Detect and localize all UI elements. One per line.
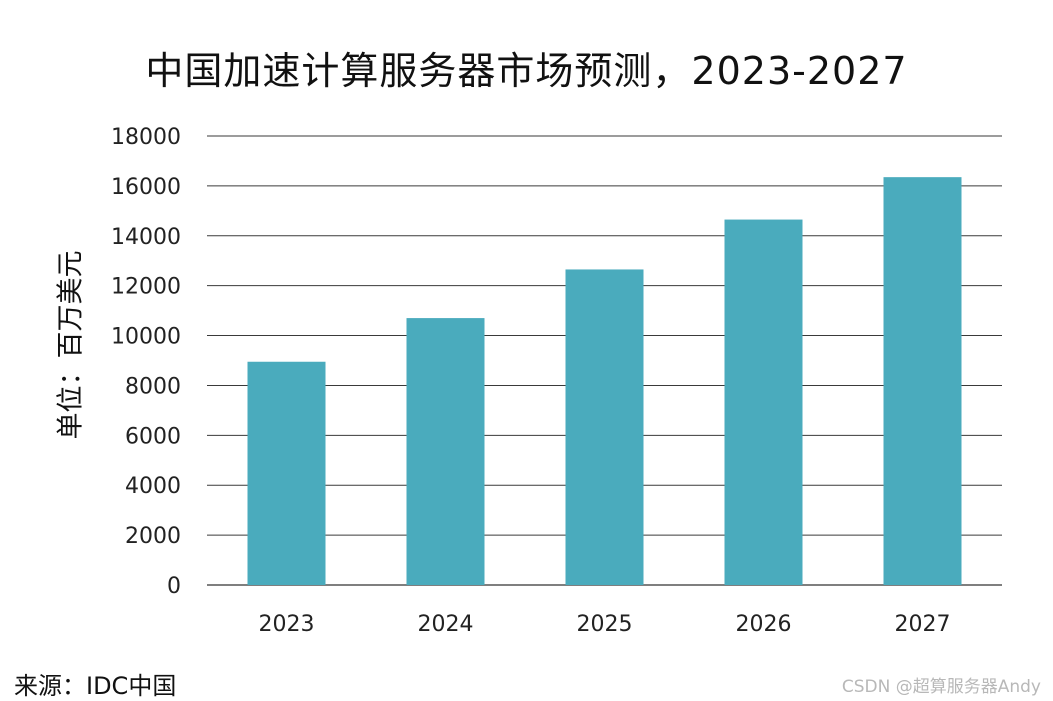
bar-2024 [406,318,485,585]
bars [247,177,962,586]
x-tick-label: 2026 [736,612,792,637]
source-note: 来源：IDC中国 [14,672,177,700]
bar-2023 [247,361,326,585]
y-tick-label: 4000 [125,474,181,499]
bar-2026 [724,219,803,585]
x-tick-label: 2023 [259,612,315,637]
y-tick-label: 8000 [125,374,181,399]
x-tick-labels: 2023 2024 2025 2026 2027 [259,612,951,637]
y-tick-label: 12000 [111,275,181,300]
chart-title: 中国加速计算服务器市场预测，2023-2027 [145,49,908,93]
x-tick-label: 2024 [418,612,474,637]
y-tick-label: 6000 [125,424,181,449]
y-tick-label: 10000 [111,325,181,350]
y-tick-label: 2000 [125,524,181,549]
bar-2025 [565,269,644,585]
y-tick-label: 0 [167,574,181,599]
bar-2027 [883,177,962,586]
x-tick-label: 2025 [577,612,633,637]
watermark: CSDN @超算服务器Andy [841,677,1041,697]
y-tick-label: 14000 [111,225,181,250]
y-tick-label: 16000 [111,175,181,200]
y-tick-label: 18000 [111,125,181,150]
x-tick-label: 2027 [895,612,951,637]
y-tick-labels: 0 2000 4000 6000 8000 10000 12000 14000 16000 180… [111,125,181,599]
